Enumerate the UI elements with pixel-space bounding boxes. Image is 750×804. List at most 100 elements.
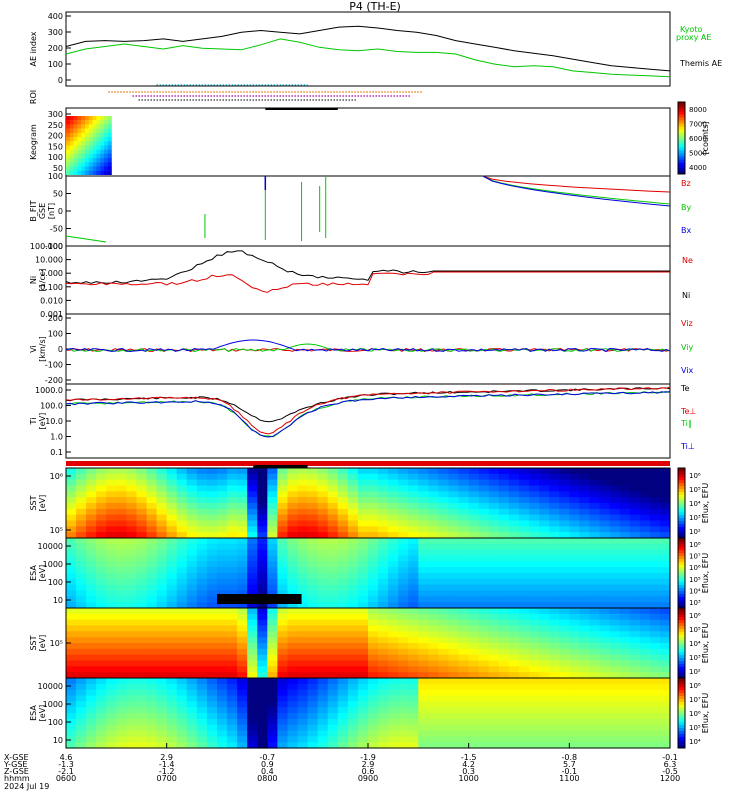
sst_e-spectrogram-cell bbox=[619, 468, 631, 475]
sst_e-spectrogram-cell bbox=[196, 520, 208, 527]
sst_i-spectrogram-cell bbox=[96, 637, 107, 644]
keogram-cell bbox=[104, 128, 108, 133]
sst_e-spectrogram-cell bbox=[408, 508, 419, 516]
esa_i-spectrogram-cell bbox=[408, 695, 419, 702]
temperature-legend-entry: Ti⊥ bbox=[680, 442, 695, 451]
sst_i-spectrogram-cell bbox=[347, 637, 359, 644]
esa_i-spectrogram-cell bbox=[569, 724, 580, 732]
esa_i-spectrogram-cell bbox=[589, 707, 601, 714]
esa_e-spectrogram-cell bbox=[307, 596, 319, 603]
sst_e-spectrogram-cell bbox=[579, 479, 591, 487]
esa_e-spectrogram-cell bbox=[267, 602, 278, 609]
esa_e-spectrogram-cell bbox=[196, 567, 208, 574]
esa_i-spectrogram-cell bbox=[126, 724, 138, 732]
density-ylabel: Ni bbox=[29, 276, 38, 284]
esa_e-spectrogram-cell bbox=[217, 538, 228, 545]
esa_e-spectrogram-cell bbox=[227, 590, 238, 597]
sst_e-spectrogram-cell bbox=[569, 520, 580, 527]
sst_e-spectrogram-cell bbox=[649, 473, 661, 481]
esa_i-spectrogram-cell bbox=[579, 713, 591, 720]
density-tick-label: 10.000 bbox=[35, 256, 63, 265]
esa_i-spectrogram-cell bbox=[418, 689, 429, 697]
esa_e-spectrogram-cell bbox=[398, 567, 409, 574]
esa_e-spectrogram-cell bbox=[257, 549, 268, 557]
sst_i-spectrogram-cell bbox=[106, 608, 117, 615]
velocity-tick-label: 200 bbox=[48, 314, 63, 323]
sst_e-spectrogram-cell bbox=[76, 526, 87, 533]
sst_e-spectrogram-cell bbox=[337, 468, 349, 475]
sst_i-spectrogram-cell bbox=[257, 648, 268, 656]
sst_e-spectrogram-cell bbox=[206, 520, 218, 527]
sst_i-spectrogram-cell bbox=[317, 654, 329, 662]
sst_i-spectrogram-cell bbox=[347, 643, 359, 650]
esa_i-spectrogram-cell bbox=[438, 707, 450, 714]
esa_e-ylabel: ESA bbox=[29, 565, 38, 581]
esa_e-spectrogram-cell bbox=[307, 602, 319, 609]
esa_e-spectrogram-cell bbox=[327, 573, 339, 580]
b-panel-frame bbox=[65, 175, 671, 247]
sst_i-spectrogram-cell bbox=[86, 637, 97, 644]
sst_i-spectrogram-cell bbox=[569, 625, 580, 632]
esa_i-spectrogram-cell bbox=[599, 707, 611, 714]
sst_i-spectrogram-cell bbox=[347, 648, 359, 656]
keogram-cell bbox=[81, 166, 86, 171]
esa_i-spectrogram-cell bbox=[629, 718, 641, 726]
esa_e-colorbar-tick-label: 10³ bbox=[689, 599, 701, 607]
keogram-cell bbox=[92, 116, 97, 121]
sst_i-spectrogram-cell bbox=[579, 625, 591, 632]
sst_i-spectrogram-cell bbox=[599, 666, 611, 673]
esa_e-spectrogram-cell bbox=[468, 590, 480, 597]
keogram-cell bbox=[88, 141, 93, 146]
sst_e-spectrogram-cell bbox=[458, 468, 470, 475]
density-ylabel: [1/cc] bbox=[38, 269, 47, 292]
esa_i-spectrogram-cell bbox=[639, 695, 651, 702]
esa_i-spectrogram-cell bbox=[166, 695, 178, 702]
sst_i-spectrogram-cell bbox=[126, 608, 138, 615]
sst_i-spectrogram-cell bbox=[217, 654, 228, 662]
esa_i-spectrogram-cell bbox=[76, 707, 87, 714]
sst_e-colorbar-swatch bbox=[678, 514, 685, 519]
sst_i-spectrogram-cell bbox=[488, 654, 500, 662]
esa_e-spectrogram-cell bbox=[166, 555, 178, 562]
esa_e-spectrogram-cell bbox=[166, 602, 178, 609]
esa_e-tick-label: 1000 bbox=[43, 560, 63, 569]
esa_i-spectrogram-cell bbox=[146, 718, 158, 726]
keogram-cell bbox=[69, 137, 74, 142]
esa_e-spectrogram-cell bbox=[66, 555, 77, 562]
esa_e-colorbar-swatch bbox=[678, 605, 685, 609]
esa_e-spectrogram-cell bbox=[196, 549, 208, 557]
sst_i-spectrogram-cell bbox=[609, 672, 621, 679]
esa_i-spectrogram-cell bbox=[307, 713, 319, 720]
esa_e-spectrogram-cell bbox=[277, 561, 289, 568]
esa_i-spectrogram-cell bbox=[357, 707, 369, 714]
temperature-series-line bbox=[65, 390, 671, 438]
sst_i-spectrogram-cell bbox=[549, 648, 560, 656]
esa_i-spectrogram-cell bbox=[146, 730, 158, 737]
esa_e-spectrogram-cell bbox=[589, 590, 601, 597]
sst_e-spectrogram-cell bbox=[529, 514, 540, 522]
sst_i-spectrogram-cell bbox=[206, 643, 218, 650]
esa_i-colorbar-tick-label: 10⁶ bbox=[689, 710, 701, 718]
esa_e-spectrogram-cell bbox=[579, 555, 591, 562]
esa_e-spectrogram-cell bbox=[428, 567, 440, 574]
esa_i-spectrogram-cell bbox=[458, 730, 470, 737]
esa_i-spectrogram-cell bbox=[307, 707, 319, 714]
esa_i-tick-label: 100 bbox=[48, 718, 63, 727]
sst_i-spectrogram-cell bbox=[337, 643, 349, 650]
sst_i-spectrogram-cell bbox=[267, 637, 278, 644]
esa_e-spectrogram-cell bbox=[579, 602, 591, 609]
sst_e-spectrogram-cell bbox=[277, 514, 289, 522]
esa_i-spectrogram-cell bbox=[388, 683, 399, 691]
esa_i-spectrogram-cell bbox=[337, 713, 349, 720]
sst_e-spectrogram-cell bbox=[388, 497, 399, 504]
xaxis-value: 0800 bbox=[257, 774, 277, 783]
esa_e-spectrogram-cell bbox=[388, 590, 399, 597]
sst_e-spectrogram-cell bbox=[488, 526, 500, 533]
sst_e-spectrogram-cell bbox=[136, 468, 148, 475]
esa_i-spectrogram-cell bbox=[156, 707, 168, 714]
esa_e-spectrogram-cell bbox=[539, 567, 550, 574]
esa_i-spectrogram-cell bbox=[217, 707, 228, 714]
keogram-cell bbox=[73, 158, 78, 163]
b-ylabel: GSE bbox=[38, 203, 47, 219]
